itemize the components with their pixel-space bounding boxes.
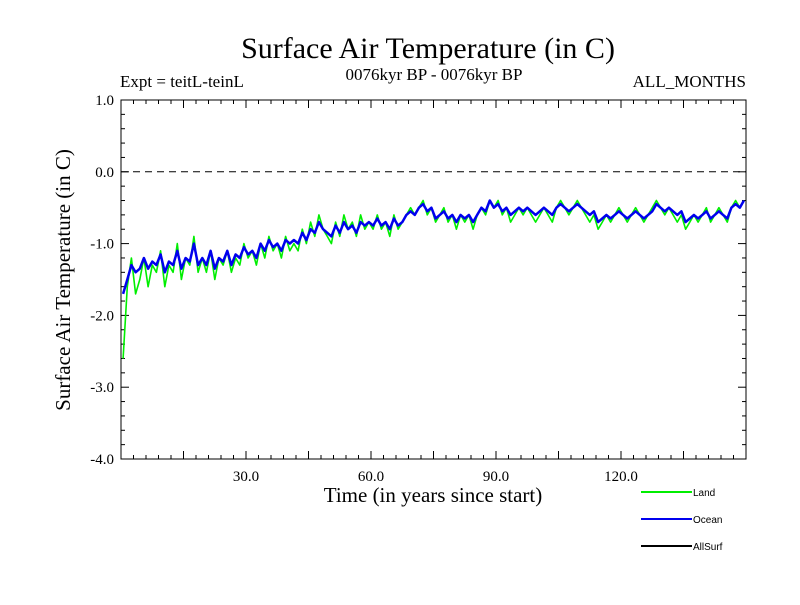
y-tick-label: -3.0 [90, 380, 114, 396]
x-tick-label: 90.0 [483, 469, 509, 485]
legend: Land Ocean AllSurf [641, 488, 723, 553]
series-line-ocean [121, 199, 745, 295]
tick-layer: 1.0 0.0 -1.0 -2.0 -3.0 -4.0 30.0 60.0 90.0 120.0 [90, 93, 747, 485]
legend-label-land: Land [693, 488, 715, 499]
y-tick-label: 1.0 [95, 93, 114, 109]
chart-subtitle-left: Expt = teitL-teinL [120, 72, 244, 91]
x-tick-label: 120.0 [604, 469, 638, 485]
chart-subtitle-center: 0076kyr BP - 0076kyr BP [346, 65, 523, 84]
y-tick-label: 0.0 [95, 165, 114, 181]
chart-subtitle-right: ALL_MONTHS [633, 72, 746, 91]
x-tick-label: 60.0 [358, 469, 384, 485]
chart-title: Surface Air Temperature (in C) [241, 32, 615, 65]
legend-label-allsurf: AllSurf [693, 542, 723, 553]
y-tick-label: -4.0 [90, 452, 114, 468]
series-line-land [122, 199, 745, 359]
x-tick-label: 30.0 [233, 469, 259, 485]
y-tick-label: -2.0 [90, 308, 114, 324]
y-tick-label: -1.0 [90, 237, 114, 253]
y-axis-label: Surface Air Temperature (in C) [51, 149, 75, 411]
x-axis-label: Time (in years since start) [324, 483, 543, 507]
legend-label-ocean: Ocean [693, 515, 722, 526]
series-layer [121, 199, 745, 359]
